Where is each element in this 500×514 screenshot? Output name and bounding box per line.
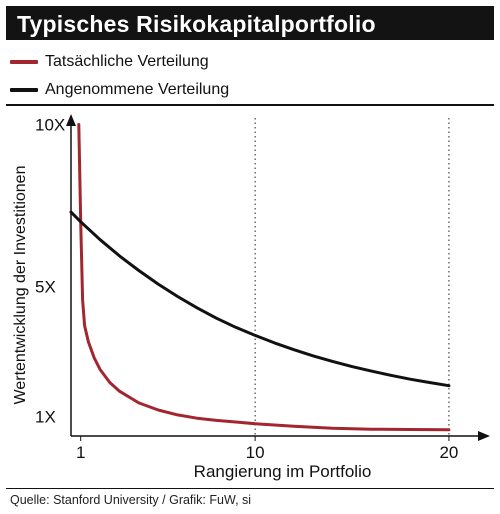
series-line-0 [77,123,451,432]
legend-label-actual: Tatsächliche Verteilung [45,53,209,70]
x-tick-label: 10 [246,443,265,462]
y-tick-label: 5X [35,278,56,297]
x-axis-arrow-icon [478,431,490,441]
y-axis-label: Wertentwicklung der Investitionen [12,166,29,405]
y-tick-label: 1X [35,408,56,427]
series-line-1 [69,210,451,388]
legend-swatch-assumed [10,88,38,92]
title-bar: Typisches Risikokapitalportfolio [6,6,494,40]
y-axis-arrow-icon [66,114,76,126]
x-axis-label: Rangierung im Portfolio [194,462,372,481]
legend-swatch-actual [10,60,38,64]
y-tick-label: 10X [35,115,65,134]
legend-item-actual: Tatsächliche Verteilung [10,48,229,76]
x-tick-label: 1 [76,443,85,462]
legend: Tatsächliche Verteilung Angenommene Vert… [10,48,229,104]
top-rule [6,104,494,106]
legend-item-assumed: Angenommene Verteilung [10,76,229,104]
legend-label-assumed: Angenommene Verteilung [45,81,230,98]
x-tick-label: 20 [439,443,458,462]
bottom-rule [6,488,494,489]
chart-title: Typisches Risikokapitalportfolio [17,11,376,37]
source-note: Quelle: Stanford University / Grafik: Fu… [10,493,252,507]
